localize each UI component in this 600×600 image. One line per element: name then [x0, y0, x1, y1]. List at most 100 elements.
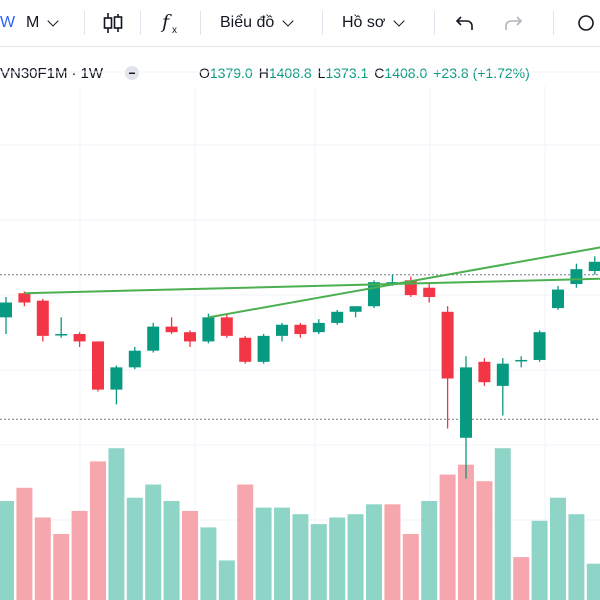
- volume-bar: [513, 557, 530, 600]
- volume-bar: [182, 510, 198, 600]
- volume-bars: [0, 448, 600, 600]
- candle-body: [18, 293, 31, 303]
- candle-body: [552, 289, 564, 309]
- hide-legend-icon[interactable]: [125, 66, 140, 80]
- close-label: C: [374, 65, 385, 81]
- toolbar-divider: [322, 11, 323, 35]
- volume-bar: [439, 474, 456, 600]
- series-legend: VN30F1M · 1W: [0, 62, 140, 84]
- chart-type-label: Biểu đồ: [220, 14, 275, 31]
- candle-body: [147, 326, 160, 351]
- candle-body: [331, 311, 344, 323]
- toolbar-divider: [140, 11, 141, 35]
- symbol-name[interactable]: VN30F1M: [0, 64, 68, 82]
- candle-body: [496, 363, 509, 386]
- volume-bar: [90, 461, 106, 600]
- more-button[interactable]: [576, 0, 596, 46]
- candle-body: [441, 311, 454, 379]
- high-label: H: [258, 65, 269, 81]
- volume-bar: [274, 507, 290, 600]
- candle-body: [460, 367, 472, 438]
- trendlines[interactable]: [24, 245, 600, 319]
- candle-body: [257, 335, 270, 362]
- trendline: [208, 246, 600, 319]
- candle-body: [239, 337, 252, 362]
- volume-bar: [586, 563, 600, 600]
- candle-body: [0, 302, 12, 318]
- svg-text:f: f: [160, 11, 172, 33]
- candle-body: [312, 322, 325, 333]
- fx-indicator-icon: f x: [160, 11, 177, 36]
- volume-bar: [292, 514, 309, 600]
- volume-bar: [16, 487, 33, 600]
- legend-interval: 1W: [80, 64, 104, 82]
- redo-button[interactable]: [503, 0, 523, 46]
- candle-body: [165, 326, 178, 333]
- toolbar-divider: [434, 11, 435, 35]
- volume-bar: [421, 501, 438, 600]
- interval-label: W: [0, 14, 16, 31]
- candle-body: [570, 269, 583, 284]
- open-value: 1379.0: [209, 65, 253, 81]
- interval-menu-button[interactable]: M: [26, 0, 59, 46]
- candle-body: [55, 334, 68, 336]
- profile-menu[interactable]: Hồ sơ: [342, 0, 406, 46]
- volume-bar: [476, 481, 493, 600]
- redo-icon: [505, 16, 523, 30]
- volume-bar: [71, 510, 88, 600]
- toolbar-divider: [553, 11, 554, 35]
- volume-bar: [255, 507, 272, 600]
- svg-text:x: x: [172, 25, 177, 36]
- volume-bar: [366, 504, 382, 600]
- candle-body: [294, 324, 307, 335]
- chart-type-menu[interactable]: Biểu đồ: [220, 0, 294, 46]
- interval-menu-label: M: [26, 14, 40, 31]
- candle-body: [92, 341, 104, 390]
- volume-bar: [53, 534, 70, 600]
- legend-separator: ·: [71, 64, 77, 82]
- volume-bar: [200, 527, 217, 600]
- candle-body: [533, 332, 546, 360]
- ohlc-values: O 1379.0 H 1408.8 L 1373.1 C 1408.0 +23.…: [199, 62, 530, 84]
- candle-body: [128, 350, 141, 368]
- candle-body: [184, 332, 196, 342]
- candle-body: [276, 324, 288, 336]
- candle-body: [386, 282, 399, 284]
- undo-button[interactable]: [455, 0, 475, 46]
- volume-bar: [494, 448, 511, 600]
- candle-body: [110, 367, 123, 390]
- volume-bar: [0, 501, 14, 600]
- candle-body: [588, 261, 600, 272]
- horizontal-lines: [0, 274, 600, 420]
- volume-bar: [347, 514, 364, 600]
- toolbar-divider: [84, 11, 85, 35]
- volume-bar: [218, 560, 235, 600]
- interval-button-w[interactable]: W: [0, 0, 15, 46]
- volume-bar: [34, 517, 51, 600]
- open-label: O: [199, 65, 210, 81]
- volume-bar: [568, 514, 585, 600]
- volume-bar: [329, 517, 346, 600]
- volume-bar: [163, 501, 180, 600]
- chart-style-button[interactable]: [102, 0, 124, 46]
- volume-bar: [402, 534, 419, 600]
- low-value: 1373.1: [325, 65, 369, 81]
- candle-body: [515, 359, 528, 362]
- volume-bar: [237, 484, 254, 600]
- volume-bar: [384, 504, 401, 600]
- toolbar-divider: [200, 11, 201, 35]
- candle-body: [73, 334, 86, 342]
- price-change: +23.8 (+1.72%): [433, 65, 530, 81]
- more-icon: [578, 15, 594, 31]
- candle-body: [423, 287, 436, 297]
- trendline: [24, 277, 600, 295]
- volume-bar: [145, 484, 162, 600]
- candles-icon: [103, 13, 123, 33]
- profile-label: Hồ sơ: [342, 14, 386, 31]
- candle-body: [478, 361, 491, 383]
- volume-bar: [126, 497, 143, 600]
- indicators-button[interactable]: f x: [160, 0, 184, 46]
- high-value: 1408.8: [268, 65, 312, 81]
- undo-icon: [455, 16, 473, 30]
